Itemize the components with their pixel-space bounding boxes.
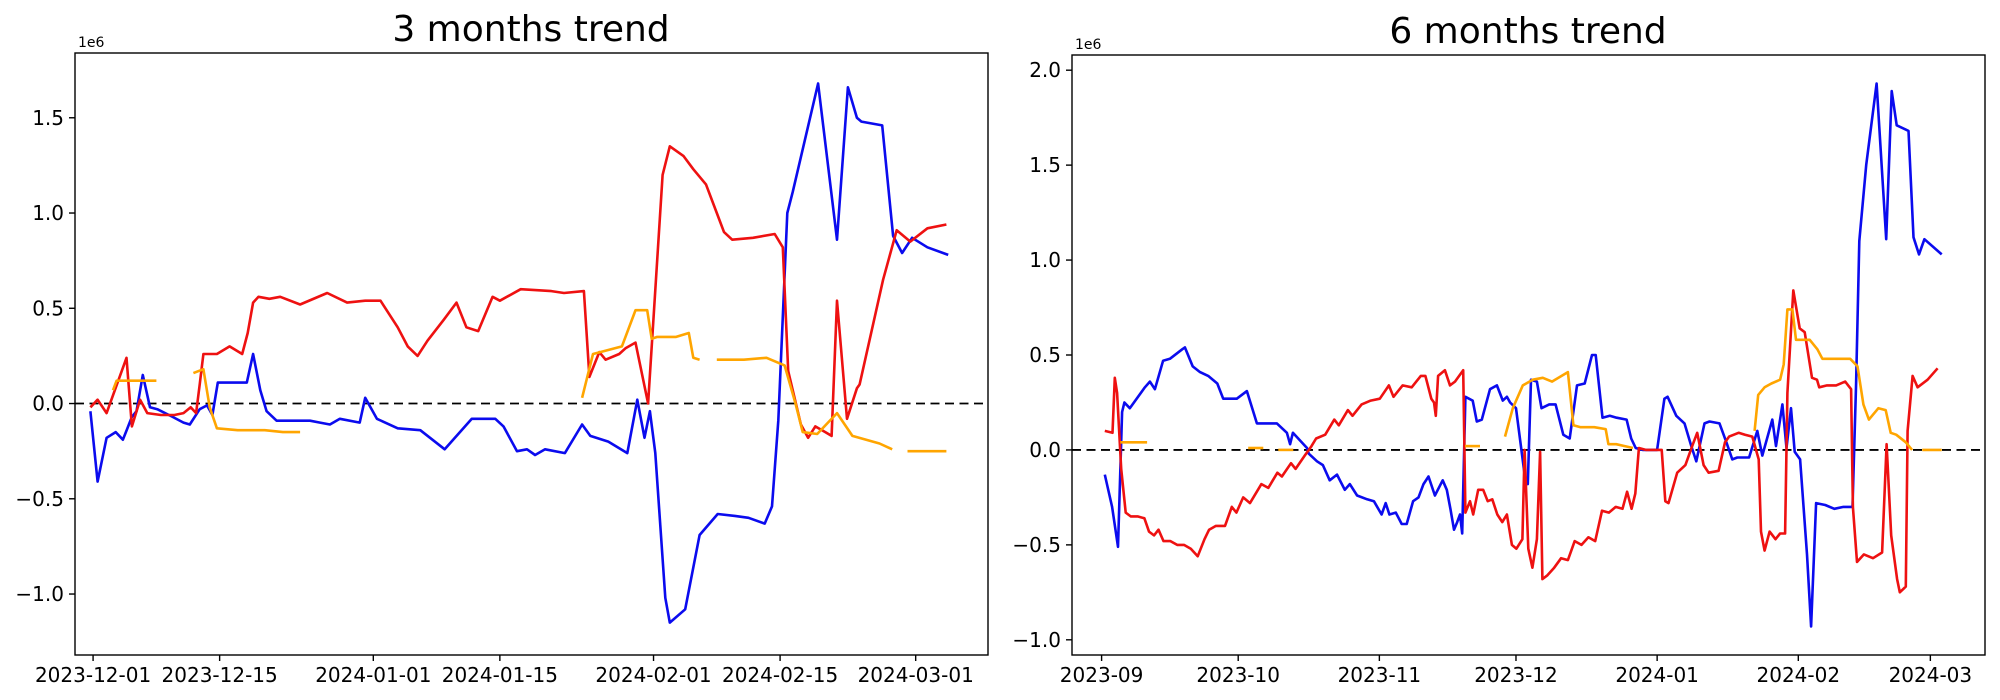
chart-title: 6 months trend xyxy=(1389,11,1666,52)
y-tick-label: 0.0 xyxy=(32,392,64,416)
x-tick-label: 2023-10 xyxy=(1196,663,1280,687)
plot-area: 2023-09 2023-10 2023-11 2023-12 2024-01 2024-… xyxy=(1012,54,1986,687)
orange-series-line xyxy=(111,379,157,391)
x-tick-label: 2024-01-01 xyxy=(315,663,431,687)
y-tick-label: 2.0 xyxy=(1029,58,1061,82)
y-tick-label: 0.5 xyxy=(32,296,64,320)
y-tick-label: −1.0 xyxy=(15,582,64,606)
y-tick-label: 1.0 xyxy=(1029,248,1061,272)
y-tick-label: 1.0 xyxy=(32,201,64,225)
y-axis-offset-label: 1e6 xyxy=(78,35,105,51)
y-tick-label: −0.5 xyxy=(1012,533,1061,557)
x-tick-label: 2024-01 xyxy=(1615,663,1699,687)
x-tick-label: 2024-01-15 xyxy=(442,663,558,687)
red-series-line xyxy=(1104,289,1939,594)
y-axis-offset-label: 1e6 xyxy=(1075,37,1102,53)
x-tick-label: 2024-02-15 xyxy=(722,663,838,687)
chart-title: 3 months trend xyxy=(392,9,669,50)
plot-border xyxy=(74,52,989,656)
orange-series-line xyxy=(1503,370,1634,450)
orange-series-line xyxy=(580,308,700,399)
plot-border xyxy=(1071,54,1986,656)
x-tick-label: 2023-12-15 xyxy=(162,663,278,687)
y-tick-label: −0.5 xyxy=(15,487,64,511)
y-tick-label: 1.5 xyxy=(32,106,64,130)
x-tick-label: 2023-12 xyxy=(1474,663,1558,687)
y-tick-label: 0.0 xyxy=(1029,438,1061,462)
orange-series-line xyxy=(716,356,893,451)
x-tick-label: 2024-03 xyxy=(1889,663,1973,687)
x-tick-label: 2024-02 xyxy=(1757,663,1841,687)
orange-series-line xyxy=(1753,308,1914,451)
x-tick-label: 2023-12-01 xyxy=(35,663,151,687)
x-tick-label: 2023-11 xyxy=(1338,663,1422,687)
plot-area: 2023-12-01 2023-12-15 2024-01-01 2024-01-15… xyxy=(15,52,989,687)
orange-series-line xyxy=(192,367,301,434)
red-series-line xyxy=(89,145,947,440)
blue-series-line xyxy=(1103,82,1943,628)
y-tick-label: −1.0 xyxy=(1012,628,1061,652)
chart-3-months-trend: 2023-12-01 2023-12-15 2024-01-01 2024-01-15… xyxy=(15,9,989,687)
blue-series-line xyxy=(89,82,949,624)
x-tick-label: 2024-02-01 xyxy=(595,663,711,687)
x-tick-label: 2024-03-01 xyxy=(858,663,974,687)
y-tick-label: 0.5 xyxy=(1029,343,1061,367)
y-tick-label: 1.5 xyxy=(1029,153,1061,177)
chart-6-months-trend: 2023-09 2023-10 2023-11 2023-12 2024-01 2024-… xyxy=(1012,11,1986,687)
x-tick-label: 2023-09 xyxy=(1060,663,1144,687)
